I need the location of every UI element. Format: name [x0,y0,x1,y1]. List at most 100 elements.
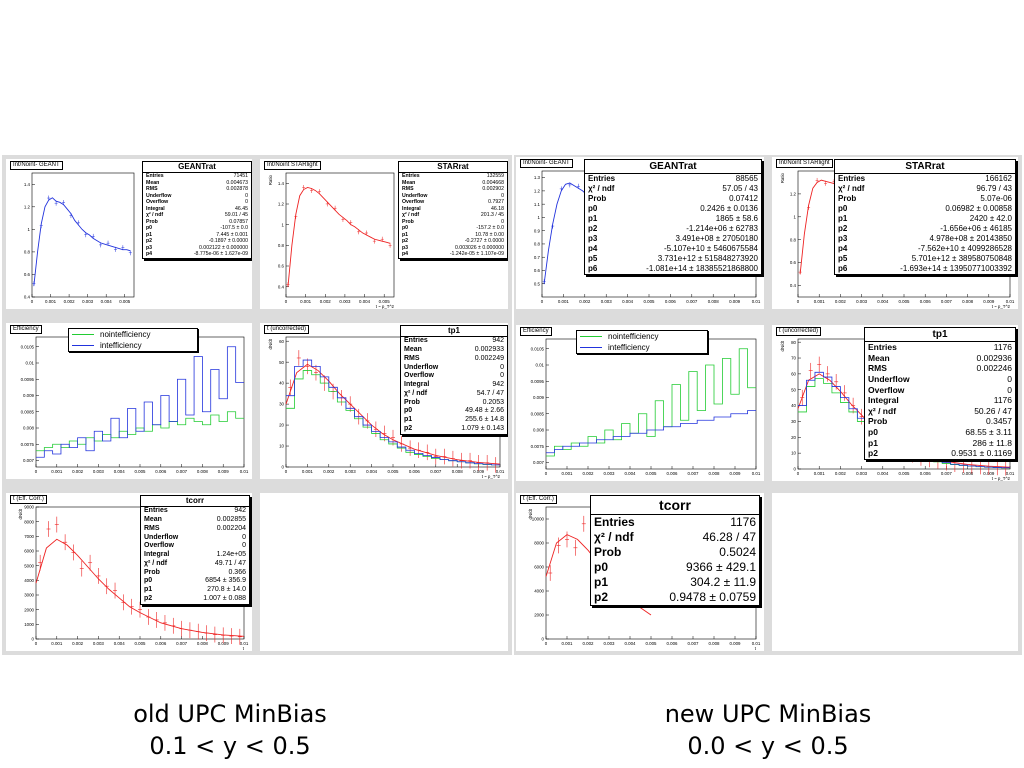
stats-key: Overflow [404,372,434,380]
series-fit-line [285,363,501,465]
stats-row: RMS 0.002878 [143,186,251,193]
y-tick-label: 20 [279,423,284,428]
y-tick-label: 0.0095 [531,379,545,384]
pad-title: t (uncorrected) [776,327,822,336]
pad-old-geantrat[interactable]: 0 0.001 0.002 0.003 0.004 0.005 0.4 0.6 0.8 1 1.2 1… [6,159,252,309]
x-tick-label: 0.001 [558,299,570,304]
y-tick-label: 0.0085 [21,409,35,414]
stats-row: Integral 942 [401,381,507,390]
x-tick-label: 0 [797,299,800,304]
stats-value: 0.002855 [216,516,246,524]
x-tick-label: 0.007 [176,641,188,646]
x-tick-label: 0.004 [101,299,113,304]
stats-key: p1 [868,437,878,448]
stats-row: Underflow 0 [143,193,251,200]
data-point [310,188,314,193]
x-tick-label: 0.006 [667,641,679,646]
stats-value: 0.002246 [976,363,1012,374]
stats-key: RMS [404,354,420,362]
y-tick-label: 60 [791,371,796,376]
plot-frame [285,172,395,298]
stats-row: Mean 0.002936 [865,353,1015,364]
pad-new-starrat[interactable]: 0 0.001 0.002 0.003 0.004 0.005 0.006 0.007 0.00… [772,157,1018,309]
pad-old-starrat[interactable]: 0 0.001 0.002 0.003 0.004 0.005 0.4 0.6 0.8 1 1.2 1… [260,159,508,309]
legend-item: intefficiency [577,342,707,353]
pad-new-tp1[interactable]: 0 0.001 0.002 0.003 0.004 0.005 0.006 0.007 0.00… [772,325,1018,481]
legend: nointefficiency intefficiency [576,330,708,354]
stats-value: -0.2727 ± 0.0000 [464,238,504,245]
x-tick-label: 0 [545,641,548,646]
stats-value: -5.107e+10 ± 5460675584 [663,244,758,253]
y-tick-label: 1 [28,227,31,232]
stats-value: 0.06982 ± 0.00858 [945,204,1012,213]
y-tick-label: 0.4 [790,283,797,288]
stats-value: 9366 ± 429.1 [686,560,756,575]
y-tick-label: 0.8 [534,242,541,247]
y-tick-label: 1.2 [534,188,541,193]
y-tick-label: 0.009 [23,393,35,398]
stats-value: 0 [242,542,246,550]
stats-value: 286 ± 11.8 [972,437,1012,448]
y-axis-label: Ratio [780,172,785,183]
stats-value: 10.78 ± 0.00 [475,231,504,238]
stats-title: GEANTrat [585,160,761,174]
stats-key: p3 [402,244,409,251]
data-point [237,628,242,645]
data-point [388,242,392,248]
stats-key: p2 [144,594,153,602]
x-tick-label: 0.004 [877,299,889,304]
y-tick-label: 30 [279,402,284,407]
stats-row: Entries 88565 [585,174,761,184]
data-point [842,385,847,401]
stats-value: 46.28 / 47 [702,530,756,545]
stats-key: Underflow [404,363,439,371]
stats-title: tp1 [401,326,507,338]
stats-row: p1 304.2 ± 11.9 [591,575,759,590]
x-tick-label: 0.004 [114,641,126,646]
stats-key: p5 [588,254,598,263]
stats-value: 0.9478 ± 0.0759 [669,590,756,605]
pad-new-tcorr[interactable]: 0 0.001 0.002 0.003 0.004 0.005 0.006 0.007 0.00… [516,493,764,651]
stats-value: -157.2 ± 0.0 [476,225,504,232]
stats-value: 0.004673 [226,179,248,186]
pad-old-tp1[interactable]: 0 0.001 0.002 0.003 0.004 0.005 0.006 0.007 0.00… [260,323,508,479]
stats-key: p1 [594,575,609,590]
stats-row: p0 9366 ± 429.1 [591,560,759,575]
stats-value: -7.562e+10 ± 4099286528 [917,244,1012,253]
stats-key: p2 [402,238,409,245]
x-tick-label: 0.007 [941,471,953,476]
stats-row: p1 255.6 ± 14.8 [401,416,507,425]
x-axis-label: t ~ p_T^2 [992,304,1011,309]
stats-value: 1176 [730,515,756,530]
pad-new-efficiency[interactable]: 0 0.001 0.002 0.003 0.004 0.005 0.006 0.007 0.00… [516,325,764,481]
y-tick-label: 0.01 [25,361,34,366]
data-point [824,180,828,186]
stats-title: GEANTrat [143,162,251,174]
pad-title: Int/Noint STARlight [776,159,833,168]
x-tick-label: 0.006 [667,471,679,476]
y-tick-label: 10 [279,444,284,449]
legend-label: nointefficiency [608,332,659,341]
y-tick-label: 0.8 [24,250,31,255]
stats-key: RMS [146,186,158,193]
x-tick-label: 0.006 [920,471,932,476]
y-tick-label: 0 [542,637,545,642]
x-tick-label: 0.004 [359,299,371,304]
data-point [357,229,361,235]
stats-value: 0 [245,199,248,206]
stats-value: 46.45 [235,205,248,212]
stats-row: p4 -1.242e-05 ± 1.107e-09 [399,251,507,258]
data-point [96,568,101,584]
stats-row: Prob 0.5024 [591,545,759,560]
stats-key: p2 [588,224,598,233]
x-tick-label: 0.006 [155,469,167,474]
y-tick-label: 8000 [24,519,34,524]
caption-old: old UPC MinBias 0.1 < y < 0.5 [60,698,400,762]
series-nointefficiency-line [546,348,756,457]
stats-key: Overflow [144,542,174,550]
pad-old-tcorr[interactable]: 0 0.001 0.002 0.003 0.004 0.005 0.006 0.007 0.00… [6,493,252,651]
pad-new-geantrat[interactable]: 0 0.001 0.002 0.003 0.004 0.005 0.006 0.007 0.00… [516,157,764,309]
x-tick-label: 0.009 [983,299,995,304]
x-tick-label: 0.005 [135,641,147,646]
pad-old-efficiency[interactable]: 0 0.001 0.002 0.003 0.004 0.005 0.006 0.007 0.00… [6,323,252,479]
